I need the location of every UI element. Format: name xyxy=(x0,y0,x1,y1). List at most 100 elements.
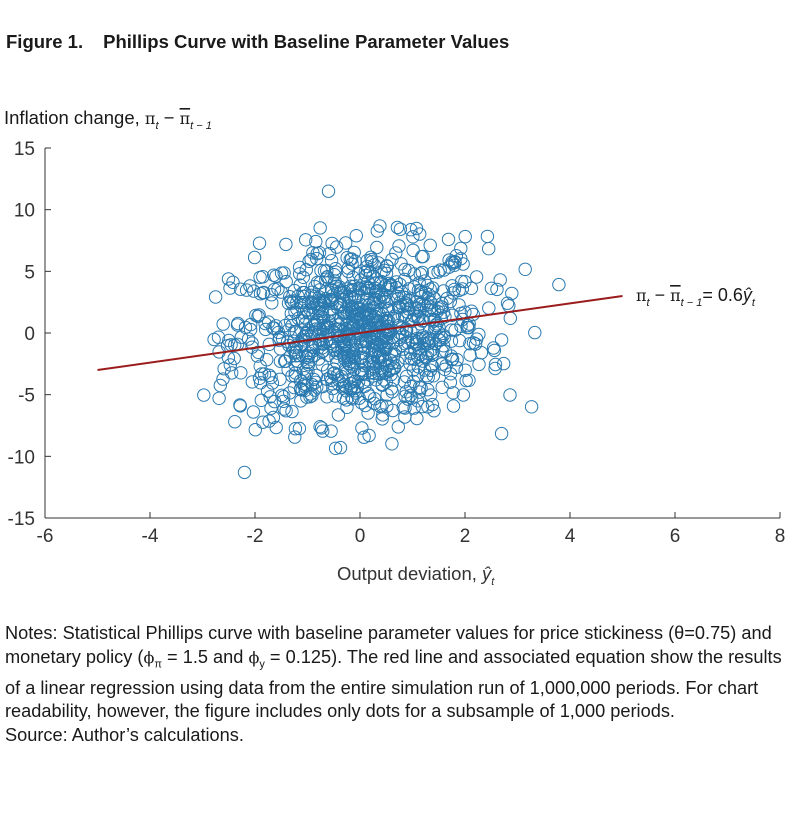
scatter-point xyxy=(267,268,281,282)
scatter-point xyxy=(384,278,398,292)
scatter-point xyxy=(301,357,316,372)
scatter-point xyxy=(458,229,472,244)
scatter-point xyxy=(443,375,458,389)
scatter-point xyxy=(443,367,458,381)
scatter-point xyxy=(411,360,425,374)
regression-annotation-text: πt − πt − 1= 0.6ŷt xyxy=(636,285,756,309)
scatter-point xyxy=(416,331,430,345)
scatter-point xyxy=(262,414,276,428)
scatter-point xyxy=(296,270,310,284)
scatter-point xyxy=(234,366,248,380)
scatter-point xyxy=(320,390,334,404)
scatter-point xyxy=(424,300,438,314)
scatter-point xyxy=(217,362,231,376)
scatter-point xyxy=(221,272,236,286)
scatter-point xyxy=(304,350,319,364)
scatter-point xyxy=(234,330,249,344)
scatter-point xyxy=(375,412,389,426)
scatter-point xyxy=(285,404,299,419)
scatter-point xyxy=(456,388,471,402)
scatter-point xyxy=(388,342,402,356)
scatter-point xyxy=(379,360,394,374)
scatter-point xyxy=(343,252,357,267)
scatter-point xyxy=(503,388,517,402)
scatter-point xyxy=(247,250,262,265)
scatter-point xyxy=(264,370,278,385)
scatter-point xyxy=(448,323,462,337)
scatter-point xyxy=(352,367,366,381)
scatter-point xyxy=(524,400,539,414)
scatter-point xyxy=(316,294,330,308)
scatter-point xyxy=(484,281,499,295)
scatter-point xyxy=(309,234,323,249)
scatter-point xyxy=(241,332,256,346)
scatter-point xyxy=(365,351,380,365)
scatter-point xyxy=(347,245,361,260)
y-tick-label: -5 xyxy=(18,386,35,407)
y-tick-label: 10 xyxy=(14,201,35,222)
scatter-point xyxy=(213,378,228,393)
scatter-point xyxy=(283,349,298,364)
scatter-point xyxy=(239,283,254,297)
scatter-point xyxy=(385,252,399,267)
scatter-point xyxy=(364,322,379,337)
x-axis-label: Output deviation, ŷt xyxy=(337,563,495,588)
scatter-point xyxy=(233,398,247,412)
scatter-point xyxy=(389,280,404,295)
notes-text: Notes: Statistical Phillips curve with b… xyxy=(5,623,782,722)
scatter-point xyxy=(463,337,477,351)
scatter-point xyxy=(440,291,454,306)
scatter-points xyxy=(197,184,566,480)
scatter-point xyxy=(301,364,315,378)
scatter-point xyxy=(337,305,351,320)
scatter-point xyxy=(252,236,267,250)
scatter-point xyxy=(370,240,384,255)
scatter-point xyxy=(299,263,313,277)
scatter-point xyxy=(412,276,426,290)
scatter-point xyxy=(445,308,459,322)
scatter-point xyxy=(342,357,356,371)
scatter-point xyxy=(328,274,342,288)
scatter-point xyxy=(458,275,472,289)
figure-label: Figure 1. xyxy=(6,31,84,52)
scatter-point xyxy=(398,272,412,287)
scatter-point xyxy=(314,309,328,323)
scatter-point xyxy=(404,223,418,237)
scatter-point xyxy=(252,308,266,322)
scatter-point xyxy=(373,347,388,361)
scatter-point xyxy=(367,258,381,272)
scatter-point xyxy=(424,296,438,310)
scatter-point xyxy=(340,347,355,361)
scatter-point xyxy=(346,392,360,406)
scatter-point xyxy=(273,372,287,386)
scatter-point xyxy=(339,303,353,317)
scatter-point xyxy=(454,241,468,256)
scatter-point xyxy=(375,377,389,392)
x-axis-label-text: Output deviation, ŷt xyxy=(337,563,495,588)
scatter-point xyxy=(366,355,380,369)
scatter-point xyxy=(396,400,410,414)
scatter-point xyxy=(251,309,265,324)
figure-title: Figure 1. Phillips Curve with Baseline Pa… xyxy=(6,31,509,53)
scatter-point xyxy=(293,267,307,281)
scatter-point xyxy=(367,392,382,406)
scatter-point xyxy=(302,254,316,268)
scatter-point xyxy=(310,251,324,266)
scatter-point xyxy=(298,349,313,363)
scatter-point xyxy=(316,424,330,438)
y-axis-label-text: Inflation change, πt − πt − 1 xyxy=(4,107,212,132)
scatter-point xyxy=(360,281,374,296)
scatter-point xyxy=(267,394,282,409)
scatter-point xyxy=(301,323,315,337)
scatter-point xyxy=(279,237,293,252)
scatter-point xyxy=(233,282,248,296)
scatter-point xyxy=(406,230,420,244)
scatter-point xyxy=(416,249,430,264)
scatter-point xyxy=(306,307,320,321)
scatter-point xyxy=(339,236,353,250)
scatter-chart: Inflation change, πt − πt − 1 -6 -4 -2 0 2 4 6… xyxy=(4,107,785,588)
scatter-point xyxy=(500,296,515,310)
scatter-point xyxy=(446,386,460,400)
scatter-point xyxy=(472,357,486,372)
scatter-point xyxy=(216,317,230,331)
